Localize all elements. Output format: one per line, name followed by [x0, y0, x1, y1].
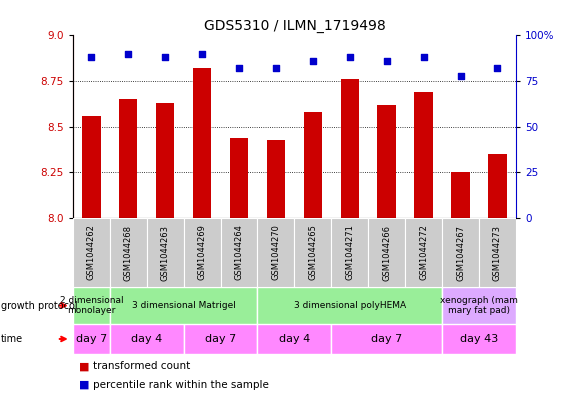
- Text: GSM1044268: GSM1044268: [124, 224, 133, 281]
- Text: day 7: day 7: [205, 334, 236, 344]
- Bar: [82, 116, 100, 218]
- Text: day 43: day 43: [460, 334, 498, 344]
- Text: GSM1044271: GSM1044271: [345, 224, 354, 281]
- Title: GDS5310 / ILMN_1719498: GDS5310 / ILMN_1719498: [203, 19, 385, 33]
- Bar: [258, 287, 442, 324]
- Bar: [377, 105, 396, 218]
- Point: [234, 65, 244, 72]
- Bar: [230, 138, 248, 218]
- Bar: [258, 324, 331, 354]
- Text: GSM1044262: GSM1044262: [87, 224, 96, 281]
- Bar: [193, 68, 211, 218]
- Bar: [451, 173, 470, 218]
- Text: ■: ■: [79, 380, 89, 390]
- Text: GSM1044269: GSM1044269: [198, 224, 206, 281]
- Bar: [479, 218, 516, 287]
- Bar: [340, 79, 359, 218]
- Bar: [73, 324, 110, 354]
- Bar: [368, 218, 405, 287]
- Point: [419, 54, 429, 61]
- Point: [382, 58, 391, 64]
- Text: day 4: day 4: [279, 334, 310, 344]
- Text: GSM1044270: GSM1044270: [272, 224, 280, 281]
- Text: ■: ■: [79, 361, 89, 371]
- Bar: [184, 218, 220, 287]
- Text: transformed count: transformed count: [93, 361, 191, 371]
- Bar: [442, 287, 516, 324]
- Bar: [147, 218, 184, 287]
- Bar: [294, 218, 331, 287]
- Bar: [489, 154, 507, 218]
- Point: [198, 50, 207, 57]
- Text: growth protocol: growth protocol: [1, 301, 78, 310]
- Text: GSM1044265: GSM1044265: [308, 224, 317, 281]
- Text: GSM1044267: GSM1044267: [456, 224, 465, 281]
- Bar: [331, 218, 368, 287]
- Text: GSM1044266: GSM1044266: [382, 224, 391, 281]
- Point: [124, 50, 133, 57]
- Text: 3 dimensional Matrigel: 3 dimensional Matrigel: [132, 301, 236, 310]
- Bar: [73, 287, 110, 324]
- Text: GSM1044263: GSM1044263: [161, 224, 170, 281]
- Bar: [119, 99, 138, 218]
- Text: xenograph (mam
mary fat pad): xenograph (mam mary fat pad): [440, 296, 518, 315]
- Bar: [220, 218, 258, 287]
- Text: day 7: day 7: [371, 334, 402, 344]
- Point: [160, 54, 170, 61]
- Text: 2 dimensional
monolayer: 2 dimensional monolayer: [59, 296, 123, 315]
- Bar: [156, 103, 174, 218]
- Text: day 7: day 7: [76, 334, 107, 344]
- Point: [493, 65, 502, 72]
- Text: GSM1044264: GSM1044264: [234, 224, 244, 281]
- Point: [271, 65, 280, 72]
- Text: 3 dimensional polyHEMA: 3 dimensional polyHEMA: [294, 301, 406, 310]
- Text: time: time: [1, 334, 23, 344]
- Bar: [110, 218, 147, 287]
- Bar: [331, 324, 442, 354]
- Bar: [442, 218, 479, 287]
- Point: [308, 58, 318, 64]
- Bar: [304, 112, 322, 218]
- Text: day 4: day 4: [131, 334, 162, 344]
- Bar: [184, 324, 258, 354]
- Bar: [110, 324, 184, 354]
- Point: [456, 72, 465, 79]
- Text: percentile rank within the sample: percentile rank within the sample: [93, 380, 269, 390]
- Bar: [73, 218, 110, 287]
- Point: [87, 54, 96, 61]
- Bar: [415, 92, 433, 218]
- Bar: [258, 218, 294, 287]
- Bar: [110, 287, 258, 324]
- Point: [345, 54, 354, 61]
- Bar: [442, 324, 516, 354]
- Text: GSM1044272: GSM1044272: [419, 224, 428, 281]
- Bar: [405, 218, 442, 287]
- Bar: [266, 140, 285, 218]
- Text: GSM1044273: GSM1044273: [493, 224, 502, 281]
